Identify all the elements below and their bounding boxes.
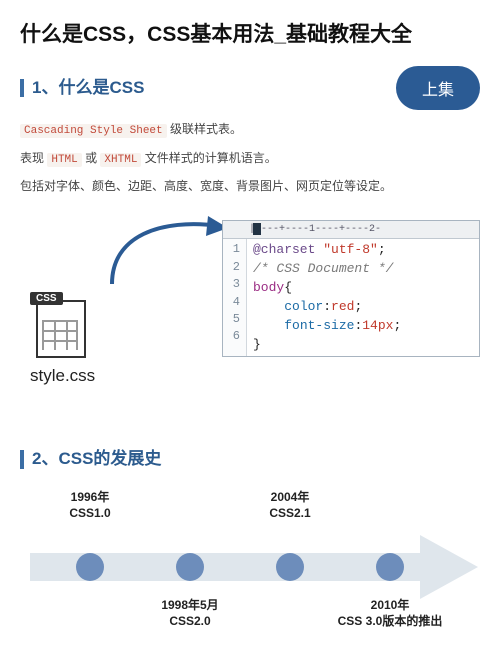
code-line: /* CSS Document */ bbox=[253, 260, 401, 279]
gutter-line: 6 bbox=[223, 328, 240, 345]
section1-heading: 1、什么是CSS bbox=[20, 79, 144, 98]
code-line: body{ bbox=[253, 279, 401, 298]
inline-code-html: HTML bbox=[47, 153, 81, 167]
editor-ruler: |----+----1----+----2- bbox=[223, 221, 479, 239]
code-line: font-size:14px; bbox=[253, 317, 401, 336]
gutter-line: 2 bbox=[223, 259, 240, 276]
editor-gutter: 123456 bbox=[223, 239, 247, 356]
code-line: } bbox=[253, 336, 401, 355]
code-line: color:red; bbox=[253, 298, 401, 317]
section1-line3: 包括对字体、颜色、边距、高度、宽度、背景图片、网页定位等设定。 bbox=[20, 177, 480, 196]
section1-line1: Cascading Style Sheet 级联样式表。 bbox=[20, 120, 480, 141]
gutter-line: 5 bbox=[223, 311, 240, 328]
timeline-label: 2004年CSS2.1 bbox=[235, 489, 345, 521]
timeline: 1996年CSS1.0 1998年5月CSS2.0 2004年CSS2.1 2010年… bbox=[20, 487, 480, 647]
gutter-line: 3 bbox=[223, 276, 240, 293]
css-file-icon: CSS style.css bbox=[30, 290, 95, 386]
episode-badge: 上集 bbox=[396, 66, 480, 110]
timeline-label: 2010年CSS 3.0版本的推出 bbox=[335, 597, 445, 629]
section2-heading: 2、CSS的发展史 bbox=[20, 450, 480, 469]
css-file-tab: CSS bbox=[30, 292, 63, 305]
curved-arrow-icon bbox=[100, 206, 240, 296]
page-title: 什么是CSS，CSS基本用法_基础教程大全 bbox=[20, 18, 480, 48]
gutter-line: 4 bbox=[223, 294, 240, 311]
illustration-area: CSS style.css |----+----1----+----2- 123… bbox=[20, 210, 480, 400]
timeline-label: 1998年5月CSS2.0 bbox=[135, 597, 245, 629]
inline-code-xhtml: XHTML bbox=[100, 153, 141, 167]
inline-code-cascading: Cascading Style Sheet bbox=[20, 124, 167, 138]
css-file-caption: style.css bbox=[30, 366, 95, 386]
gutter-line: 1 bbox=[223, 241, 240, 258]
editor-lines: @charset "utf-8";/* CSS Document */body{… bbox=[247, 239, 407, 356]
timeline-label: 1996年CSS1.0 bbox=[35, 489, 145, 521]
code-editor: |----+----1----+----2- 123456 @charset "… bbox=[222, 220, 480, 357]
code-line: @charset "utf-8"; bbox=[253, 241, 401, 260]
section1-line2: 表现 HTML 或 XHTML 文件样式的计算机语言。 bbox=[20, 149, 480, 170]
